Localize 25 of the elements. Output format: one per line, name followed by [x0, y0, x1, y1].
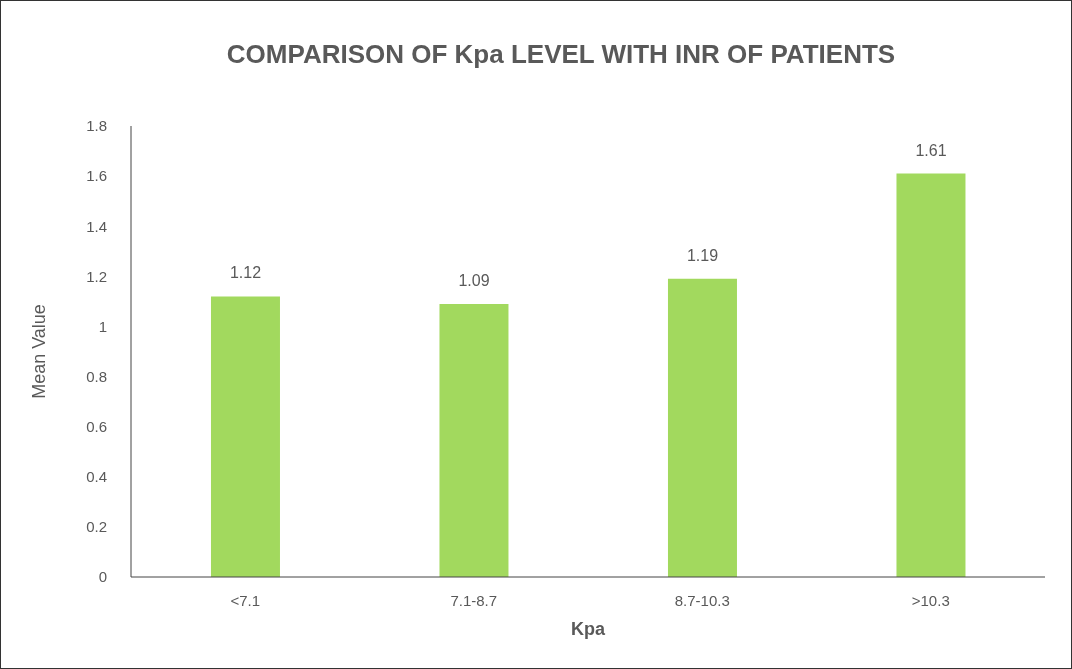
- x-tick-label: 7.1-8.7: [450, 591, 498, 609]
- data-label: 1.19: [686, 246, 719, 264]
- y-tick-label: 0.4: [86, 468, 107, 486]
- bar: [210, 296, 280, 577]
- bar: [896, 173, 966, 577]
- chart-title: COMPARISON OF Kpa LEVEL WITH INR OF PATIENTS: [225, 39, 897, 70]
- data-label: 1.61: [915, 141, 947, 159]
- x-tick-label: 8.7-10.3: [674, 591, 730, 609]
- data-label: 1.09: [458, 271, 490, 289]
- y-axis-title: Mean Value: [29, 304, 50, 399]
- x-tick-label: >10.3: [911, 591, 950, 609]
- y-tick-label: 1: [98, 317, 107, 335]
- y-tick-label: 0.8: [86, 367, 107, 385]
- bar: [667, 278, 737, 577]
- y-tick-label: 1.2: [86, 267, 107, 285]
- y-tick-label: 1.4: [86, 217, 107, 235]
- x-axis-title: Kpa: [570, 619, 606, 639]
- y-tick-label: 0: [98, 568, 107, 586]
- bar: [439, 303, 509, 577]
- y-tick-label: 0.2: [86, 518, 107, 536]
- y-tick-label: 1.8: [86, 117, 107, 135]
- data-label: 1.12: [229, 264, 262, 282]
- y-tick-label: 0.6: [86, 417, 107, 435]
- x-tick-label: <7.1: [230, 591, 261, 609]
- y-tick-label: 1.6: [86, 167, 107, 185]
